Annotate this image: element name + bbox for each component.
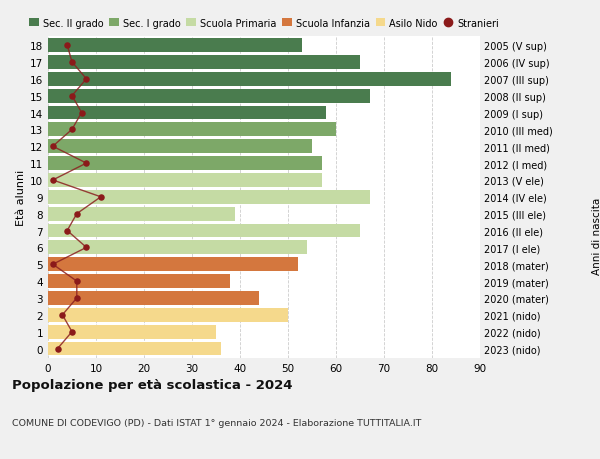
Bar	[48, 308, 288, 322]
Text: Anni di nascita: Anni di nascita	[592, 197, 600, 274]
Point	[72, 211, 82, 218]
Text: Popolazione per età scolastica - 2024: Popolazione per età scolastica - 2024	[12, 379, 293, 392]
Bar	[48, 56, 360, 70]
Point	[72, 295, 82, 302]
Bar	[48, 224, 360, 238]
Point	[48, 177, 58, 184]
Point	[77, 110, 86, 117]
Point	[53, 345, 62, 353]
Bar	[48, 174, 322, 187]
Point	[58, 312, 67, 319]
Bar	[48, 190, 370, 204]
Point	[82, 244, 91, 252]
Bar	[48, 325, 216, 339]
Bar	[48, 258, 298, 272]
Bar	[48, 140, 312, 154]
Bar	[48, 39, 302, 53]
Legend: Sec. II grado, Sec. I grado, Scuola Primaria, Scuola Infanzia, Asilo Nido, Stran: Sec. II grado, Sec. I grado, Scuola Prim…	[29, 19, 499, 28]
Bar	[48, 291, 259, 305]
Bar	[48, 123, 336, 137]
Point	[82, 160, 91, 168]
Bar	[48, 241, 307, 255]
Bar	[48, 90, 370, 103]
Text: COMUNE DI CODEVIGO (PD) - Dati ISTAT 1° gennaio 2024 - Elaborazione TUTTITALIA.I: COMUNE DI CODEVIGO (PD) - Dati ISTAT 1° …	[12, 418, 421, 427]
Point	[62, 227, 72, 235]
Bar	[48, 342, 221, 356]
Bar	[48, 106, 326, 120]
Point	[62, 42, 72, 50]
Bar	[48, 157, 322, 171]
Point	[48, 143, 58, 151]
Point	[67, 93, 77, 100]
Point	[96, 194, 106, 201]
Y-axis label: Età alunni: Età alunni	[16, 169, 26, 225]
Bar	[48, 73, 451, 86]
Bar	[48, 207, 235, 221]
Point	[72, 278, 82, 285]
Point	[48, 261, 58, 269]
Point	[67, 126, 77, 134]
Point	[67, 59, 77, 67]
Bar	[48, 274, 230, 288]
Point	[67, 328, 77, 336]
Point	[82, 76, 91, 83]
